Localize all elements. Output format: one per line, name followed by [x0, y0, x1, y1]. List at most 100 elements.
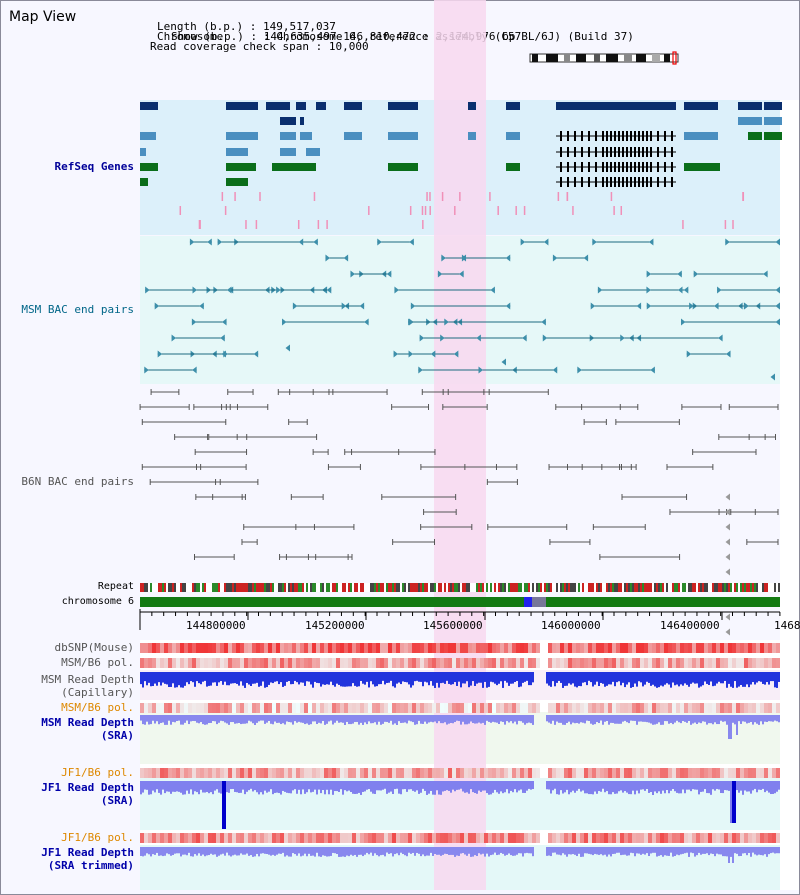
- strand-arrow: [282, 318, 287, 326]
- jf1-pol2-cell: [252, 833, 256, 843]
- msm-pol2-cell: [416, 703, 420, 713]
- repeat-element: [696, 583, 698, 592]
- jf1-sra-depth-bar: [746, 781, 748, 792]
- msm-capillary-depth-bar: [658, 672, 660, 688]
- msm-capillary-depth-bar: [556, 672, 558, 683]
- snp-mark: [409, 206, 412, 215]
- jf1-pol2-cell: [384, 833, 388, 843]
- repeat-element: [216, 583, 218, 592]
- jf1-pol-cell: [224, 768, 228, 778]
- jf1-trimmed-depth-bar: [424, 847, 426, 857]
- jf1-sra-depth-bar: [606, 781, 608, 792]
- jf1-trimmed-depth-bar: [716, 847, 718, 854]
- msm-sra-depth-bar: [680, 715, 682, 724]
- axis-tick-label: 1468: [774, 619, 800, 632]
- msm-pol2-cell: [184, 703, 188, 713]
- jf1-pol2-cell: [484, 833, 488, 843]
- jf1-sra-depth-bar: [710, 781, 712, 795]
- msm-pol2-cell: [504, 703, 508, 713]
- msm-capillary-depth-bar: [666, 672, 668, 684]
- jf1-pol-cell: [720, 768, 724, 778]
- msm-pol2-cell: [708, 703, 712, 713]
- msm-sra-depth-bar: [370, 715, 372, 724]
- msm-sra-depth-bar: [564, 715, 566, 725]
- jf1-trimmed-depth-bar: [316, 847, 318, 853]
- jf1-pol2-cell: [408, 833, 412, 843]
- repeat-element: [742, 583, 744, 592]
- jf1-sra-depth-bar: [610, 781, 612, 795]
- jf1-sra-depth-bar: [570, 781, 572, 793]
- msm-sra-depth-bar: [552, 715, 554, 721]
- dbsnp-cell: [620, 643, 624, 653]
- jf1-sra-depth-bar: [318, 781, 320, 790]
- msm-sra-depth-bar: [736, 715, 738, 735]
- msm-pol2-cell: [208, 703, 212, 713]
- jf1-sra-depth-bar: [476, 781, 478, 794]
- jf1-sra-depth-bar: [666, 781, 668, 791]
- msm-sra-depth-bar: [378, 715, 380, 722]
- msm-pol-cell: [644, 658, 648, 668]
- repeat-element: [566, 583, 568, 592]
- msm-sra-depth-bar: [338, 715, 340, 723]
- msm-sra-depth-bar: [530, 715, 532, 724]
- repeat-element: [280, 583, 282, 592]
- jf1-trimmed-depth-bar: [278, 847, 280, 854]
- jf1-trimmed-depth-bar: [734, 847, 736, 854]
- repeat-element: [496, 583, 498, 592]
- jf1-pol-cell: [448, 768, 452, 778]
- jf1-trimmed-depth-bar: [504, 847, 506, 856]
- msm-sra-depth-bar: [532, 715, 534, 725]
- jf1-trimmed-depth-bar: [558, 847, 560, 855]
- jf1-trimmed-depth-bar: [532, 847, 534, 857]
- repeat-element: [260, 583, 262, 592]
- jf1-trimmed-depth-bar: [620, 847, 622, 856]
- msm-capillary-depth-bar: [694, 672, 696, 684]
- dbsnp-cell: [500, 643, 504, 653]
- msm-sra-depth-bar: [246, 715, 248, 724]
- msm-capillary-depth-bar: [774, 672, 776, 688]
- jf1-trimmed-depth-bar: [480, 847, 482, 855]
- jf1-trimmed-depth-bar: [456, 847, 458, 856]
- msm-sra-depth-bar: [384, 715, 386, 722]
- jf1-pol-cell: [500, 768, 504, 778]
- msm-sra-depth-bar: [724, 715, 726, 722]
- jf1-sra-depth-bar: [478, 781, 480, 791]
- msm-capillary-depth-bar: [214, 672, 216, 683]
- jf1-pol2-cell: [356, 833, 360, 843]
- msm-pol-cell: [316, 658, 320, 668]
- msm-pol2-cell: [152, 703, 156, 713]
- chromosome-ideogram[interactable]: [528, 51, 682, 65]
- jf1-sra-depth-bar: [604, 781, 606, 793]
- msm-sra-depth-bar: [398, 715, 400, 722]
- jf1-sra-depth-bar: [272, 781, 274, 795]
- msm-capillary-depth-bar: [244, 672, 246, 688]
- gene-exon: [638, 177, 640, 187]
- msm-pol-cell: [768, 658, 772, 668]
- jf1-trimmed-depth-bar: [452, 847, 454, 855]
- msm-capillary-depth-bar: [602, 672, 604, 684]
- msm-pol-cell: [496, 658, 500, 668]
- jf1-trimmed-depth-bar: [590, 847, 592, 855]
- jf1-sra-depth-bar: [646, 781, 648, 790]
- repeat-element: [518, 583, 520, 592]
- jf1-pol2-cell: [400, 833, 404, 843]
- msm-pol2-cell: [744, 703, 748, 713]
- jf1-sra-depth-bar: [644, 781, 646, 791]
- repeat-element: [212, 583, 214, 592]
- jf1-trimmed-depth-bar: [718, 847, 720, 855]
- jf1-sra-depth-bar: [760, 781, 762, 790]
- strand-arrow: [650, 366, 655, 374]
- jf1-pol-cell: [252, 768, 256, 778]
- jf1-sra-depth-bar: [298, 781, 300, 790]
- msm-sra-depth-bar: [142, 715, 144, 725]
- jf1-trimmed-depth-bar: [348, 847, 350, 857]
- repeat-element: [466, 583, 468, 592]
- jf1-sra-depth-bar: [314, 781, 316, 790]
- dbsnp-cell: [592, 643, 596, 653]
- repeat-element: [400, 583, 402, 592]
- repeat-element: [276, 583, 278, 592]
- refseq-gene: [764, 102, 782, 110]
- msm-pol2-cell: [716, 703, 720, 713]
- gene-exon: [574, 177, 576, 187]
